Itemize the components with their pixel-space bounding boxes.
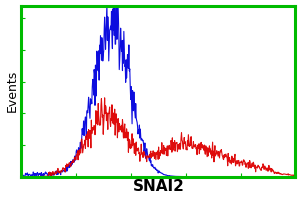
Y-axis label: Events: Events <box>5 70 19 112</box>
X-axis label: SNAI2: SNAI2 <box>132 179 184 194</box>
